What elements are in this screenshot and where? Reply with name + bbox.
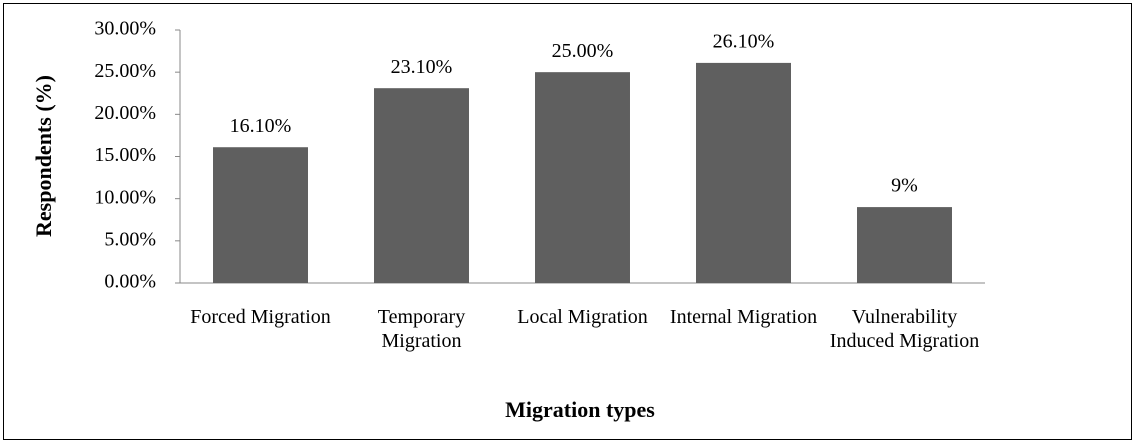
- y-tick-label: 0.00%: [104, 271, 156, 293]
- x-tick-label: Vulnerability Induced Migration: [829, 306, 980, 352]
- y-tick-label: 15.00%: [94, 144, 156, 166]
- y-tick-label: 5.00%: [104, 228, 156, 250]
- bar: [696, 62, 791, 283]
- data-label: 9%: [891, 175, 918, 197]
- x-tick-label: Local Migration: [517, 306, 648, 328]
- y-tick-label: 10.00%: [94, 186, 156, 208]
- y-tick-label: 30.00%: [94, 18, 156, 40]
- x-tick-label: Temporary Migration: [377, 306, 466, 352]
- x-axis-title: Migration types: [505, 397, 655, 422]
- y-tick-label: 25.00%: [94, 60, 156, 82]
- bar: [213, 147, 308, 283]
- bar: [374, 88, 469, 283]
- y-tick-label: 20.00%: [94, 102, 156, 124]
- y-axis-title: Respondents (%): [31, 75, 56, 237]
- data-label: 25.00%: [552, 40, 614, 62]
- frame: [3, 3, 1132, 440]
- x-tick-label: Forced Migration: [190, 306, 331, 328]
- data-label: 23.10%: [391, 56, 453, 78]
- data-label: 16.10%: [230, 115, 292, 137]
- x-tick-label: Internal Migration: [669, 306, 818, 328]
- bar: [535, 72, 630, 284]
- bar: [857, 207, 952, 283]
- data-label: 26.10%: [713, 30, 775, 52]
